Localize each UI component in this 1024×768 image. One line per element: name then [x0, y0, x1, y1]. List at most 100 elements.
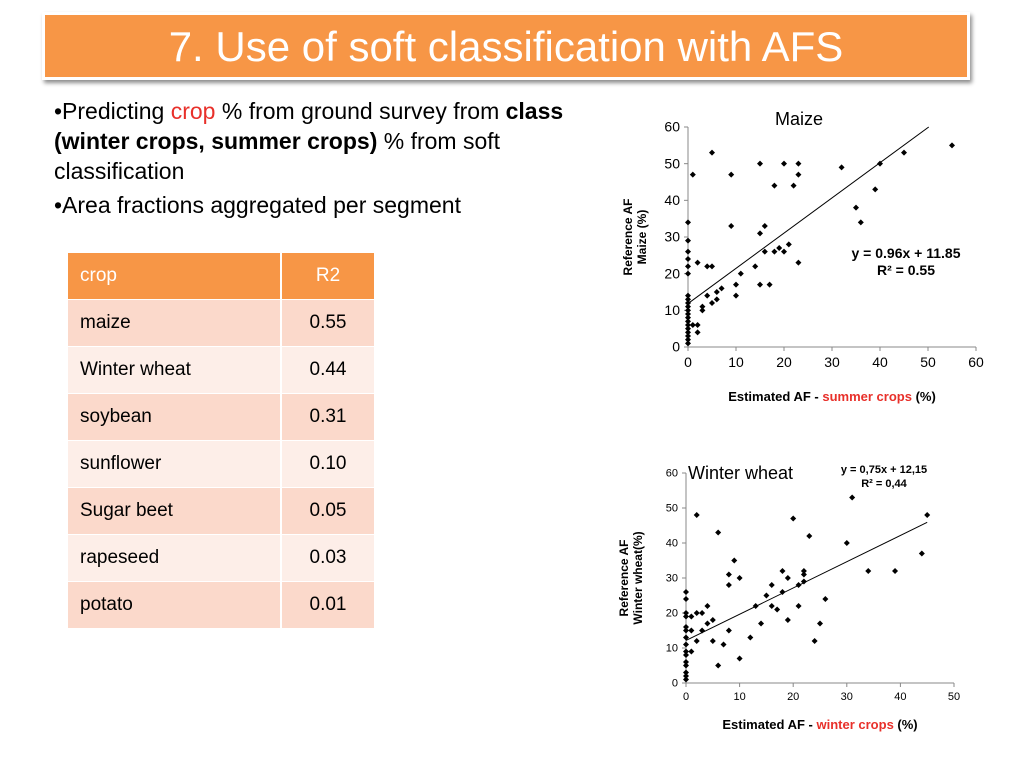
- data-point: [768, 603, 775, 609]
- data-point: [763, 592, 770, 599]
- data-point: [865, 568, 872, 574]
- x-tick-label: 0: [684, 354, 692, 370]
- chart-title: Maize: [775, 109, 823, 129]
- data-point: [685, 292, 691, 299]
- data-point: [790, 182, 797, 189]
- table-cell-r2: 0.10: [281, 440, 374, 488]
- table-row: Winter wheat 0.44: [68, 346, 374, 394]
- x-tick-label: 40: [894, 691, 906, 703]
- data-point: [725, 582, 732, 588]
- data-point: [779, 589, 786, 595]
- x-tick-label: 10: [733, 691, 745, 703]
- data-point: [709, 638, 716, 644]
- bullet-1: •Predicting crop % from ground survey fr…: [54, 96, 594, 186]
- table-cell-r2: 0.55: [281, 299, 374, 347]
- data-point: [709, 263, 715, 270]
- bullet-list: •Predicting crop % from ground survey fr…: [54, 96, 594, 224]
- table-cell-r2: 0.05: [281, 487, 374, 535]
- data-point: [736, 655, 743, 662]
- table-cell-crop: potato: [68, 581, 282, 628]
- x-axis-label-part: (%): [894, 717, 918, 732]
- data-point: [685, 248, 691, 255]
- bullet-1-crop-word: crop: [170, 98, 216, 124]
- data-point: [685, 256, 691, 262]
- data-point: [694, 329, 701, 336]
- data-point: [731, 557, 738, 564]
- x-tick-label: 60: [968, 354, 984, 370]
- data-point: [736, 575, 743, 581]
- data-point: [683, 669, 689, 676]
- x-tick-label: 40: [872, 354, 888, 370]
- table-row: sunflower 0.10: [68, 440, 374, 488]
- r2-table: crop R2 maize 0.55 Winter wheat 0.44 soybe…: [68, 253, 374, 628]
- data-point: [838, 164, 845, 171]
- trendline-equation: y = 0,75x + 12,15: [841, 464, 927, 476]
- data-point: [733, 292, 739, 299]
- data-point: [699, 610, 706, 616]
- data-point: [683, 648, 689, 655]
- y-tick-label: 50: [666, 503, 678, 515]
- data-point: [699, 307, 706, 314]
- data-point: [704, 603, 711, 609]
- y-axis-label-line: Maize (%): [635, 210, 649, 265]
- data-point: [768, 582, 775, 588]
- table-row: potato 0.01: [68, 581, 374, 628]
- data-point: [694, 259, 701, 266]
- data-point: [683, 624, 689, 630]
- data-point: [685, 300, 691, 306]
- data-point: [685, 270, 691, 277]
- y-tick-label: 10: [664, 302, 680, 318]
- chart-title: Winter wheat: [688, 463, 793, 483]
- data-point: [774, 606, 781, 613]
- data-point: [747, 634, 754, 641]
- table-header-r2: R2: [281, 253, 374, 300]
- winter-wheat-scatter-chart: 0 10 20 30 40 50 60 0 10 20 30 40 50 Winter wheat Refe…: [617, 463, 960, 732]
- x-axis-label: Estimated AF - summer crops (%): [728, 389, 936, 404]
- data-point: [683, 662, 689, 669]
- data-point: [853, 204, 859, 211]
- trendline-r2: R² = 0.55: [877, 262, 935, 278]
- data-point: [924, 512, 931, 518]
- bullet-2: •Area fractions aggregated per segment: [54, 192, 461, 218]
- maize-scatter-chart: 0 10 20 30 40 50 60 0 10 20 30 40 50 60 Maize Reference…: [621, 109, 984, 404]
- data-point: [709, 617, 716, 623]
- data-point: [685, 311, 691, 317]
- data-point: [685, 322, 691, 328]
- data-point: [718, 285, 725, 292]
- y-axis-label: Reference AF Winter wheat(%): [617, 531, 645, 624]
- data-point: [685, 329, 691, 336]
- data-point: [877, 160, 883, 167]
- data-point: [771, 248, 778, 255]
- table-header-row: crop R2: [68, 253, 374, 300]
- data-point: [683, 596, 689, 602]
- data-point: [892, 568, 899, 574]
- data-point: [784, 575, 791, 581]
- y-tick-label: 40: [666, 538, 678, 550]
- bullet-1-bold: class (winter crops, summer crops): [54, 98, 564, 154]
- data-point: [683, 613, 689, 620]
- table-cell-crop: Winter wheat: [68, 346, 282, 394]
- x-axis-label-part: winter crops: [816, 717, 894, 732]
- data-point: [688, 627, 695, 634]
- data-point: [685, 333, 691, 339]
- data-point: [766, 281, 773, 288]
- bullet-1-prefix: •Predicting: [54, 98, 171, 124]
- x-tick-label: 50: [948, 691, 960, 703]
- y-tick-label: 0: [672, 678, 678, 690]
- data-point: [728, 171, 735, 178]
- bullet-1-suffix: % from soft classification: [54, 128, 501, 184]
- table-cell-crop: Sugar beet: [68, 487, 282, 535]
- data-point: [685, 219, 691, 226]
- data-point: [757, 281, 763, 288]
- data-point: [685, 303, 691, 310]
- x-axis-label-part: summer crops: [822, 389, 912, 404]
- data-point: [683, 634, 689, 641]
- data-point: [715, 529, 722, 536]
- data-point: [725, 571, 732, 578]
- data-point: [901, 149, 907, 156]
- slide-title-banner: 7. Use of soft classification with AFS: [42, 12, 970, 80]
- data-point: [704, 620, 711, 627]
- x-axis-label-part: (%): [912, 389, 936, 404]
- table-row: Sugar beet 0.05: [68, 487, 374, 535]
- data-point: [725, 627, 732, 634]
